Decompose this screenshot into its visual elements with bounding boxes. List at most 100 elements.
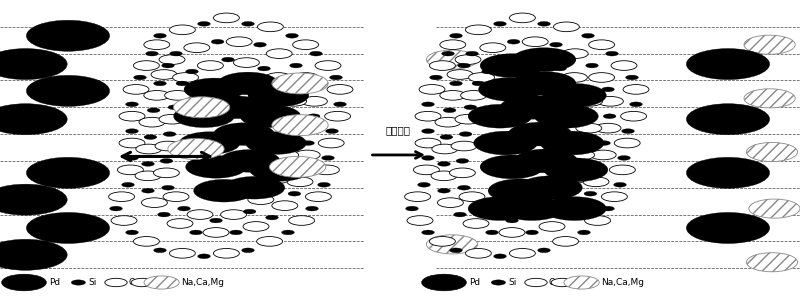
Circle shape [512,72,576,95]
Circle shape [594,167,606,172]
Circle shape [606,51,618,56]
Circle shape [517,210,542,219]
Circle shape [190,230,202,235]
Circle shape [306,206,318,211]
Circle shape [330,75,342,80]
Circle shape [160,159,173,163]
Circle shape [222,57,234,62]
Circle shape [430,75,442,80]
Circle shape [119,111,145,121]
Circle shape [275,164,288,169]
Circle shape [178,206,190,211]
Circle shape [26,20,110,51]
Circle shape [686,104,770,135]
Circle shape [314,165,339,175]
Circle shape [307,114,320,119]
Circle shape [272,201,298,210]
Circle shape [458,63,470,68]
Circle shape [26,157,110,188]
Circle shape [540,131,604,155]
Circle shape [461,91,486,100]
Circle shape [170,51,182,56]
Circle shape [126,102,138,107]
Circle shape [266,215,278,220]
Circle shape [118,165,143,175]
Circle shape [621,111,646,121]
Text: Pd: Pd [470,278,481,287]
Circle shape [293,40,318,49]
Circle shape [550,42,562,47]
Circle shape [198,61,223,70]
Circle shape [539,209,552,214]
Circle shape [480,54,544,77]
Circle shape [315,61,341,70]
Circle shape [610,165,635,175]
Circle shape [246,132,306,154]
Circle shape [170,249,195,258]
Circle shape [306,192,331,201]
Circle shape [466,249,491,258]
Circle shape [564,276,599,289]
Circle shape [538,21,550,26]
Circle shape [598,97,623,106]
Circle shape [318,182,330,187]
Circle shape [154,81,166,86]
Circle shape [163,132,176,136]
Circle shape [686,49,770,80]
Circle shape [589,73,614,82]
Circle shape [286,33,298,38]
Circle shape [450,33,462,38]
Circle shape [287,177,313,187]
Circle shape [422,156,434,160]
Circle shape [298,167,310,172]
Circle shape [135,171,161,181]
Circle shape [26,75,110,106]
Circle shape [432,144,458,154]
Circle shape [463,219,489,228]
Circle shape [168,105,181,110]
Circle shape [746,142,798,162]
Circle shape [0,104,67,135]
Circle shape [500,197,564,221]
Text: Si: Si [509,278,517,287]
Circle shape [110,206,122,211]
Circle shape [551,278,574,287]
Circle shape [194,179,254,202]
Circle shape [483,210,509,219]
Circle shape [163,192,189,201]
Circle shape [198,254,210,259]
Circle shape [560,174,586,184]
Circle shape [510,13,535,23]
Circle shape [154,168,179,178]
Circle shape [198,21,210,26]
Circle shape [514,149,578,173]
Circle shape [526,230,538,235]
Circle shape [422,102,434,107]
Circle shape [203,228,229,237]
Circle shape [590,150,616,160]
Circle shape [583,177,609,187]
Circle shape [553,237,578,246]
Circle shape [151,70,177,79]
Circle shape [454,212,466,217]
Circle shape [186,69,198,74]
Circle shape [214,13,239,23]
Circle shape [0,49,67,80]
Circle shape [507,39,520,44]
Circle shape [602,87,614,92]
Circle shape [406,206,418,211]
Circle shape [405,192,430,201]
Circle shape [438,198,463,207]
Circle shape [430,61,455,70]
Circle shape [154,33,166,38]
Text: Si: Si [89,278,97,287]
Circle shape [243,209,256,214]
Circle shape [71,280,86,285]
Circle shape [126,129,138,134]
Circle shape [450,81,462,86]
Circle shape [542,197,606,221]
Circle shape [468,104,532,128]
Circle shape [522,37,548,46]
Circle shape [282,141,294,145]
Circle shape [466,51,478,56]
